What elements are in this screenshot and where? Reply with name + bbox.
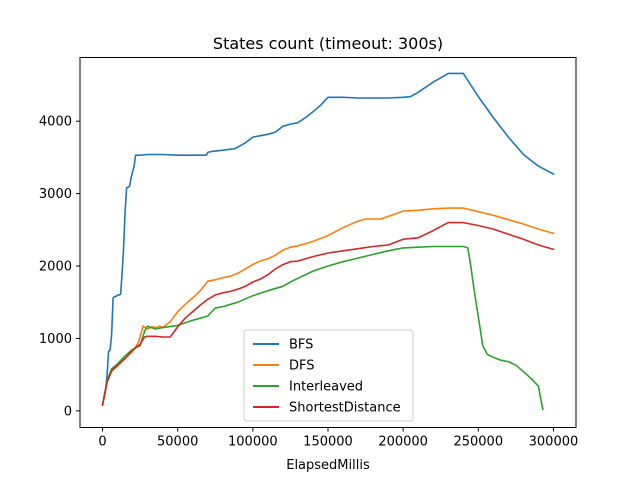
y-tick-label: 1000 bbox=[39, 332, 72, 347]
legend-label: BFS bbox=[289, 338, 313, 353]
y-tick-label: 2000 bbox=[39, 260, 72, 275]
x-tick-label: 250000 bbox=[453, 435, 503, 450]
y-tick-label: 0 bbox=[64, 404, 72, 419]
legend-box bbox=[243, 329, 414, 422]
legend: BFS DFS Interleaved ShortestDistance bbox=[243, 329, 414, 422]
series-layer bbox=[101, 72, 555, 411]
y-axis-ticks: 0 1000 2000 3000 4000 bbox=[39, 115, 80, 419]
chart-title: States count (timeout: 300s) bbox=[213, 34, 443, 53]
x-axis-label: ElapsedMillis bbox=[286, 458, 370, 473]
series-line-0 bbox=[101, 72, 555, 406]
series-line-1 bbox=[101, 207, 555, 406]
series-line-2 bbox=[101, 245, 544, 411]
legend-label: DFS bbox=[289, 359, 315, 374]
series-line-3 bbox=[101, 221, 555, 406]
x-tick-label: 50000 bbox=[157, 435, 198, 450]
x-tick-label: 100000 bbox=[228, 435, 278, 450]
x-tick-label: 0 bbox=[98, 435, 106, 450]
y-tick-label: 4000 bbox=[39, 115, 72, 130]
x-tick-label: 150000 bbox=[303, 435, 353, 450]
legend-label: ShortestDistance bbox=[289, 401, 401, 416]
legend-label: Interleaved bbox=[289, 380, 363, 395]
x-axis-ticks: 0 50000 100000 150000 200000 250000 300000 bbox=[98, 427, 579, 450]
x-tick-label: 300000 bbox=[529, 435, 579, 450]
plot-area-frame bbox=[79, 57, 577, 428]
x-tick-label: 200000 bbox=[378, 435, 428, 450]
y-tick-label: 3000 bbox=[39, 187, 72, 202]
